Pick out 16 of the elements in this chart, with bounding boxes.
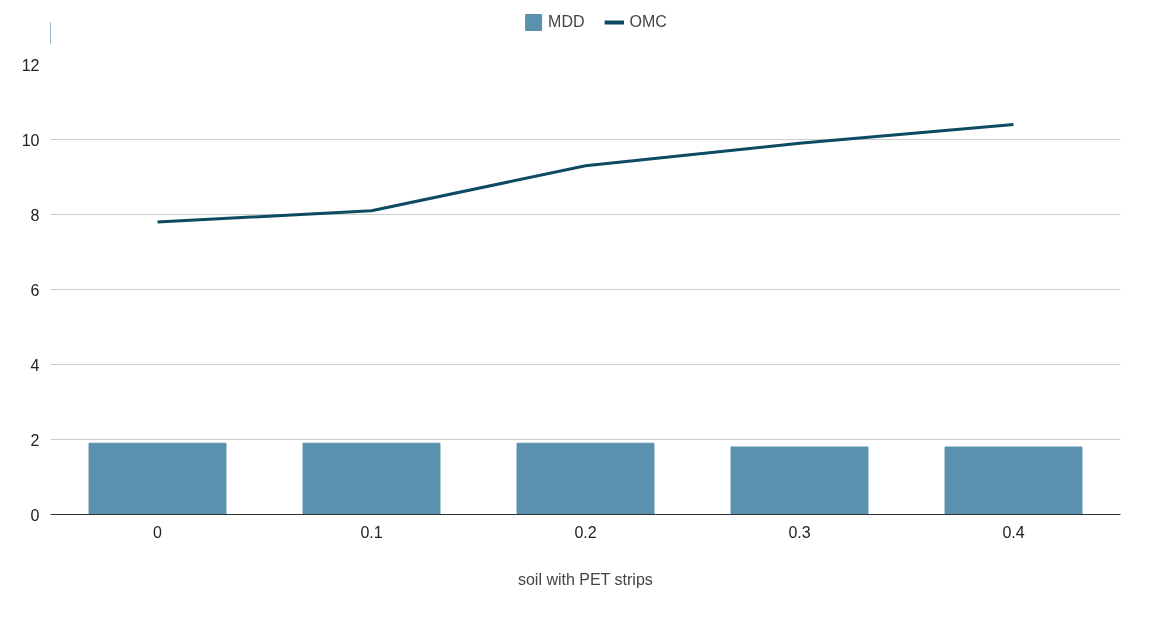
x-axis-title: soil with PET strips	[517, 570, 653, 588]
y-tick-label: 0	[30, 506, 40, 524]
x-tick-label: 0.4	[1002, 523, 1025, 541]
x-tick-label: 0.1	[360, 523, 383, 541]
x-tick-label: 0.3	[788, 523, 811, 541]
y-tick-label: 12	[21, 56, 40, 74]
line-series	[156, 123, 1015, 224]
y-tick-label: 2	[30, 431, 40, 449]
y-tick-label: 8	[30, 206, 40, 224]
y-tick-label: 4	[30, 356, 40, 374]
legend-label: MDD	[548, 13, 585, 31]
x-tick-label: 0.2	[574, 523, 597, 541]
legend-label: OMC	[629, 13, 667, 31]
y-tick-label: 6	[30, 281, 40, 299]
x-tick-label: 0	[153, 523, 163, 541]
y-tick-label: 10	[21, 131, 40, 149]
